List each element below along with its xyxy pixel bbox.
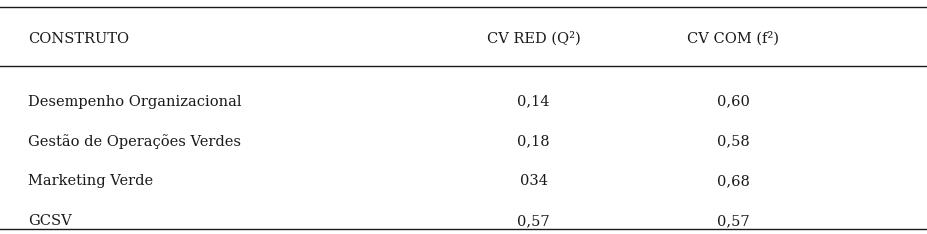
Text: 0,14: 0,14 [516, 95, 550, 109]
Text: GCSV: GCSV [28, 214, 71, 228]
Text: CV COM (f²): CV COM (f²) [686, 31, 779, 46]
Text: Desempenho Organizacional: Desempenho Organizacional [28, 95, 241, 109]
Text: 0,68: 0,68 [716, 174, 749, 188]
Text: CV RED (Q²): CV RED (Q²) [486, 31, 580, 46]
Text: 0,58: 0,58 [716, 135, 749, 149]
Text: Gestão de Operações Verdes: Gestão de Operações Verdes [28, 134, 241, 149]
Text: CONSTRUTO: CONSTRUTO [28, 32, 129, 46]
Text: 0,60: 0,60 [716, 95, 749, 109]
Text: 0,18: 0,18 [516, 135, 550, 149]
Text: 0,57: 0,57 [516, 214, 550, 228]
Text: 0,57: 0,57 [716, 214, 749, 228]
Text: 034: 034 [519, 174, 547, 188]
Text: Marketing Verde: Marketing Verde [28, 174, 153, 188]
